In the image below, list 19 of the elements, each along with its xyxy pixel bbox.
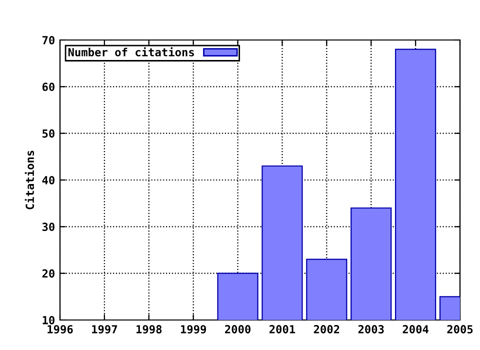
x-tick-label: 2001: [269, 325, 296, 334]
y-tick-label: 70: [42, 36, 54, 44]
y-tick-label: 20: [42, 269, 54, 278]
x-tick-label: 1996: [48, 325, 73, 334]
x-tick-label: 2002: [314, 325, 340, 334]
y-tick-label: 30: [42, 222, 54, 232]
y-tick-label: 40: [42, 176, 54, 184]
x-tick-label: 2004: [402, 325, 428, 334]
x-tick-label: 2000: [225, 325, 250, 334]
x-tick-label: 2003: [358, 325, 384, 334]
x-tick-label: 1997: [92, 325, 117, 334]
legend-label: Number of citations: [68, 47, 194, 56]
x-tick-label: 2005: [447, 325, 473, 334]
y-tick-label: 50: [42, 129, 54, 138]
y-tick-label: 60: [42, 82, 54, 92]
y-tick-label: 10: [42, 316, 54, 324]
y-axis-title: Citations: [24, 150, 34, 210]
x-tick-label: 1998: [136, 325, 162, 334]
x-tick-label: 1999: [180, 325, 206, 334]
